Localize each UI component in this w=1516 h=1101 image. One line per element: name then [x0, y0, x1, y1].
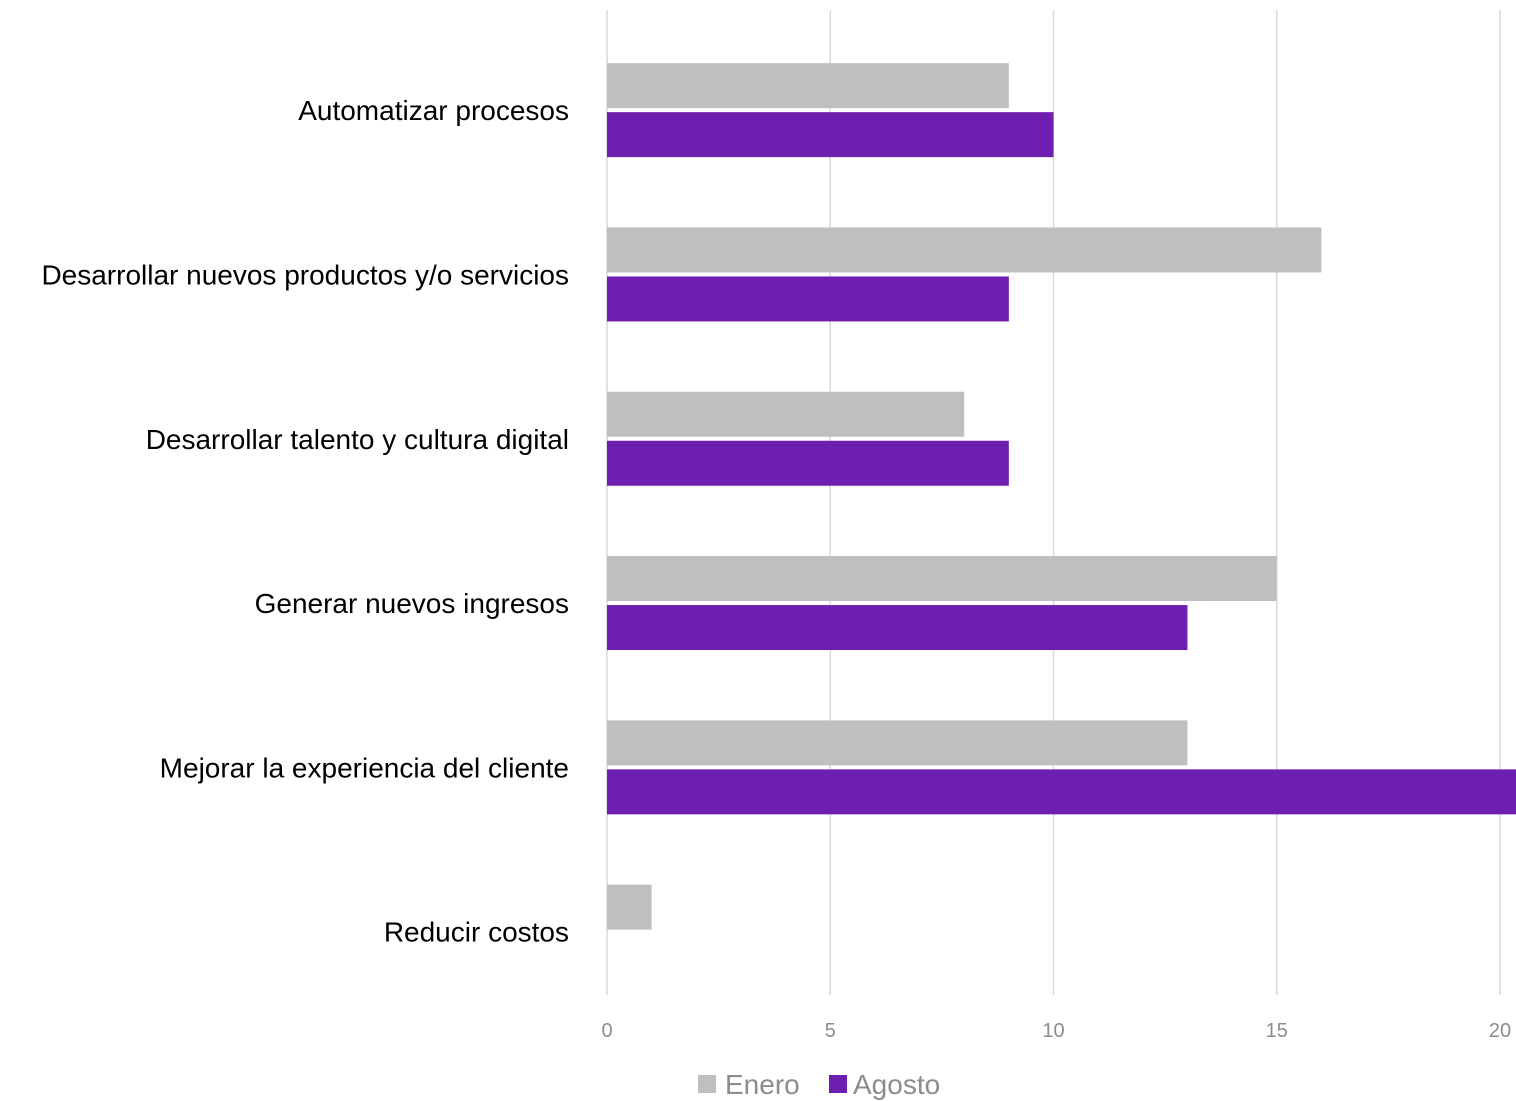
x-tick-label-0: 0	[601, 1020, 612, 1042]
legend-swatch-agosto	[829, 1075, 847, 1093]
legend-label-agosto: Agosto	[853, 1069, 940, 1100]
bar-agosto-4	[607, 769, 1516, 815]
legend-label-enero: Enero	[725, 1069, 800, 1100]
x-axis-tick-labels: 0 5 10 15 20	[601, 1020, 1511, 1042]
bar-agosto-1	[607, 276, 1009, 322]
legend: Enero Agosto	[698, 1069, 940, 1100]
category-label-3: Generar nuevos ingresos	[255, 588, 569, 619]
category-label-1: Desarrollar nuevos productos y/o servici…	[41, 259, 569, 290]
category-label-5: Reducir costos	[384, 917, 569, 948]
bar-agosto-2	[607, 440, 1009, 486]
x-tick-label-10: 10	[1042, 1020, 1064, 1042]
legend-swatch-enero	[698, 1075, 716, 1093]
x-tick-label-15: 15	[1266, 1020, 1288, 1042]
category-label-2: Desarrollar talento y cultura digital	[146, 424, 569, 455]
x-tick-label-5: 5	[825, 1020, 836, 1042]
bar-agosto-0	[607, 112, 1054, 158]
category-label-0: Automatizar procesos	[298, 95, 569, 126]
bar-enero-2	[607, 391, 965, 437]
bar-enero-1	[607, 227, 1322, 273]
gridlines	[606, 10, 1501, 995]
bar-enero-4	[607, 720, 1188, 766]
bar-agosto-3	[607, 605, 1188, 651]
bar-enero-3	[607, 556, 1277, 602]
category-label-4: Mejorar la experiencia del cliente	[160, 752, 569, 783]
category-labels: Automatizar procesos Desarrollar nuevos p…	[41, 95, 569, 948]
bar-enero-5	[607, 884, 652, 930]
bar-enero-0	[607, 63, 1009, 109]
x-tick-label-20: 20	[1489, 1020, 1511, 1042]
bars	[607, 63, 1516, 930]
